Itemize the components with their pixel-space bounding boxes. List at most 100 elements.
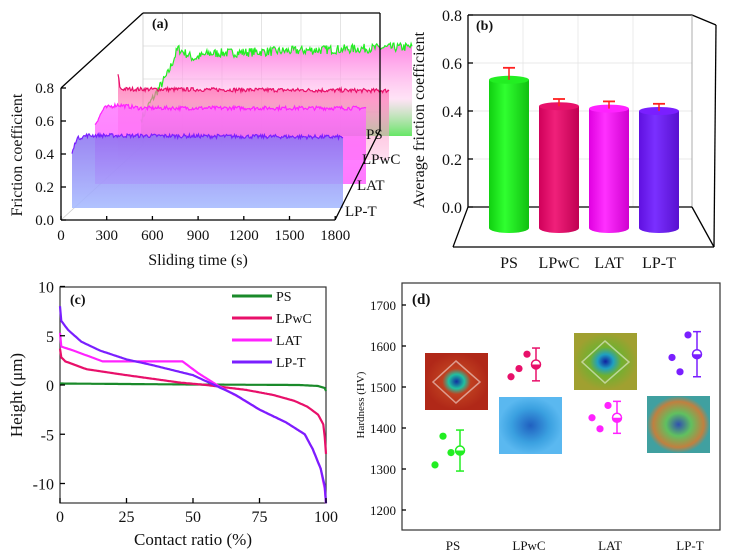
y-tick-label: 1600 (370, 339, 396, 354)
bar-LAT (589, 108, 629, 233)
inset-image (574, 333, 637, 390)
panel-label: (c) (70, 293, 86, 308)
mean-marker-half (692, 354, 702, 359)
x-tick-label: 1500 (275, 228, 305, 244)
depth-label: LAT (357, 178, 385, 194)
y-tick-label: 0.2 (442, 152, 462, 169)
bar-LPwC (539, 106, 579, 233)
x-tick-label: 600 (141, 228, 164, 244)
y-tick-label: 0.6 (35, 114, 54, 130)
y-tick-label: 0.0 (35, 213, 54, 229)
y-axis-title: Hardness (HV) (355, 371, 367, 438)
inset-image (499, 397, 562, 454)
x-tick-label: 1200 (229, 228, 259, 244)
legend-label: LP-T (276, 356, 306, 371)
x-tick-label: LPwC (539, 255, 580, 272)
ribbon-fill-LP-T (72, 133, 343, 208)
x-tick-label: LP-T (676, 538, 704, 553)
y-tick-label: -10 (33, 477, 54, 494)
plot-frame (401, 282, 721, 531)
mean-marker-half (455, 450, 465, 456)
data-point-LAT (596, 425, 604, 433)
x-tick-label: PS (500, 255, 518, 272)
x-axis-title: Contact ratio (%) (134, 530, 252, 549)
y-tick-label: 1300 (370, 462, 396, 477)
legend-label: PS (276, 290, 292, 305)
indent-outline (580, 339, 631, 385)
y-axis-title: Height (μm) (7, 353, 26, 437)
series-line-LPwC (117, 74, 390, 95)
y-tick-label: 5 (46, 329, 54, 346)
panel-label: (d) (412, 292, 430, 308)
x-tick-label: 900 (187, 228, 210, 244)
legend-label: LPwC (276, 312, 312, 327)
data-point-LP-T (668, 353, 676, 362)
data-point-LAT (604, 401, 612, 410)
y-tick-label: 0.4 (442, 104, 462, 121)
y-axis-title: Average friction coefficient (411, 31, 428, 208)
series-line-LAT (94, 102, 367, 126)
data-point-LPwC (523, 350, 531, 358)
data-point-PS (447, 449, 455, 457)
y-tick-label: 0 (46, 378, 54, 395)
depth-label: LP-T (345, 204, 377, 220)
y-tick-label: 0.8 (442, 8, 462, 25)
inset-image (647, 396, 710, 453)
x-tick-label: 1800 (320, 228, 350, 244)
y-tick-label: 1200 (370, 503, 396, 518)
y-tick-label: 0.2 (35, 180, 54, 196)
box-edge (60, 12, 144, 89)
y-tick-label: 10 (38, 280, 54, 297)
x-tick-label: LPwC (512, 538, 545, 553)
mean-marker-half (531, 364, 541, 369)
depth-axis (334, 129, 381, 221)
box-edge (713, 24, 717, 248)
x-tick-label: LP-T (642, 255, 676, 272)
inset-micrograph-LPwC (499, 397, 562, 454)
data-point-LP-T (684, 331, 692, 339)
legend-label: LAT (276, 334, 302, 349)
floor-edge (452, 206, 469, 248)
series-line-LPwC (58, 348, 328, 454)
inset-micrograph-LP-T (647, 396, 710, 453)
x-tick-label: 50 (185, 509, 201, 526)
data-point-LPwC (507, 373, 515, 381)
data-point-PS (439, 432, 447, 440)
y-tick-label: 1700 (370, 298, 396, 313)
x-tick-label: 0 (56, 509, 64, 526)
bar-LP-T (639, 111, 679, 233)
indent-outline (431, 359, 482, 405)
y-tick-label: 1400 (370, 421, 396, 436)
x-tick-label: PS (446, 538, 460, 553)
inset-micrograph-LAT (574, 333, 637, 390)
x-tick-label: 100 (314, 509, 338, 526)
data-point-LAT (588, 414, 596, 422)
floor-edge (691, 206, 715, 248)
data-point-PS (431, 461, 439, 469)
depth-label: LPwC (362, 152, 400, 168)
inset-micrograph-PS (425, 353, 488, 410)
y-tick-label: 0.0 (442, 200, 462, 217)
y-tick-label: 0.8 (35, 81, 54, 97)
panel-b-average-friction: PS LPwC LAT LP-T 0.0 0.2 0.4 0.6 0.8 Average fric… (411, 8, 717, 272)
x-tick-label: 300 (95, 228, 118, 244)
series-line-LP-T (58, 306, 328, 504)
bar-PS (489, 79, 529, 233)
panel-a-friction-vs-time: 0.0 0.2 0.4 0.6 0.8 0 300 600 900 1200 1500 1800 PS L… (9, 12, 413, 269)
x-tick-label: 0 (57, 228, 65, 244)
x-tick-label: 25 (119, 509, 135, 526)
panel-d-hardness: 1700 1600 1500 1400 1300 1200 Hardness (HV) (d)… (355, 282, 721, 553)
inset-image (425, 353, 488, 410)
series-line-LP-T (71, 131, 344, 154)
series-line-PS (140, 41, 413, 123)
mean-marker-half (612, 417, 622, 423)
y-tick-label: -5 (41, 427, 54, 444)
x-axis-title: Sliding time (s) (148, 252, 248, 269)
y-axis-title: Friction coefficient (9, 93, 26, 216)
x-tick-label: LAT (594, 255, 624, 272)
y-tick-label: 1500 (370, 380, 396, 395)
box-edge (691, 14, 717, 26)
y-tick-label: 0.6 (442, 56, 462, 73)
